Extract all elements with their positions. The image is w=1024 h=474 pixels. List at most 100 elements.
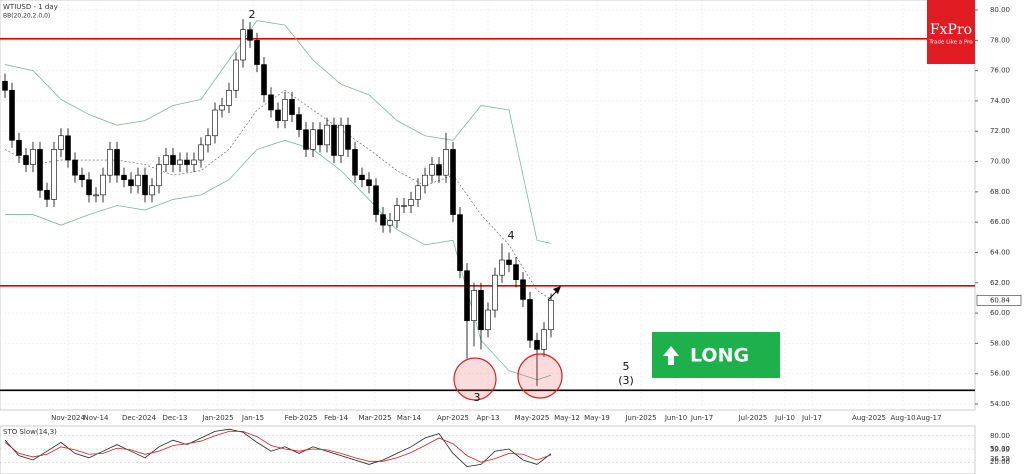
candle-body — [86, 179, 92, 196]
candle-body — [366, 179, 372, 187]
candle-body — [16, 140, 22, 156]
candle-body — [37, 149, 43, 191]
logo-name: FxPro — [930, 22, 972, 38]
x-tick-label: Apr-13 — [476, 414, 499, 422]
x-tick-label: May-12 — [554, 414, 580, 422]
candle-body — [499, 259, 505, 276]
osc-last-label: 36.59 — [990, 455, 1010, 463]
candle-body — [401, 205, 407, 207]
x-tick-label: Feb-14 — [324, 414, 348, 422]
x-tick-label: Dec-13 — [163, 414, 188, 422]
candle-body — [114, 149, 120, 176]
x-tick-label: Apr-2025 — [437, 414, 469, 422]
y-tick-label: 78.00 — [990, 36, 1010, 44]
candle-body — [534, 340, 540, 350]
candle-body — [520, 279, 526, 300]
low-circle — [517, 353, 563, 399]
candle-body — [219, 105, 225, 111]
candle-body — [149, 185, 155, 196]
candle-body — [205, 135, 211, 146]
candle-body — [79, 174, 85, 181]
y-tick-label: 76.00 — [990, 67, 1010, 75]
y-tick-label: 58.00 — [990, 339, 1010, 347]
candle-body — [23, 155, 29, 165]
x-tick-label: Mar-14 — [397, 414, 422, 422]
x-tick-label: Jun-17 — [690, 414, 713, 422]
y-tick-label: 60.00 — [990, 309, 1010, 317]
candle-body — [471, 290, 477, 321]
oscillator-line — [4, 431, 552, 463]
candle-body — [142, 174, 148, 196]
grid: 54.00 56.00 58.00 60.00 62.00 64.00 66.00 68.00… — [0, 0, 1010, 466]
candle-body — [184, 159, 190, 165]
candle-body — [170, 155, 176, 165]
candle-body — [107, 149, 113, 176]
x-tick-label: Jun-10 — [664, 414, 687, 422]
candle-body — [457, 214, 463, 271]
candle-body — [513, 264, 519, 281]
osc-tick-label: 50.00 — [990, 445, 1010, 453]
y-tick-label: 64.00 — [990, 248, 1010, 256]
candle-body — [443, 149, 449, 176]
candle-body — [464, 270, 470, 321]
candle-body — [93, 194, 99, 197]
y-tick-label: 56.00 — [990, 370, 1010, 378]
x-tick-label: May-19 — [584, 414, 610, 422]
signal-text: LONG — [690, 345, 749, 367]
candle-body — [317, 129, 323, 146]
candle-body — [44, 190, 50, 200]
candle-body — [254, 40, 260, 65]
candle-body — [226, 90, 232, 106]
candle-body — [30, 149, 36, 165]
band-upper — [4, 20, 552, 244]
candle-body — [121, 174, 127, 181]
candle-body — [233, 59, 239, 91]
logo — [927, 0, 975, 64]
candle-body — [408, 199, 414, 206]
candle-body — [268, 94, 274, 111]
candle-body — [240, 29, 246, 61]
x-tick-label: Mar-2025 — [358, 414, 391, 422]
indicator-label: BB(20,20,2.0,0) — [3, 13, 50, 20]
candle-body — [128, 179, 134, 187]
candle-body — [261, 64, 267, 96]
candle-body — [275, 109, 281, 121]
y-tick-label: 68.00 — [990, 188, 1010, 196]
x-tick-label: Jul-2025 — [738, 414, 768, 422]
osc-last-label: 39.39 — [990, 446, 1010, 454]
x-tick-label: Jun-2025 — [624, 414, 656, 422]
x-tick-label: Jan-2025 — [201, 414, 233, 422]
candle-body — [415, 185, 421, 200]
candle-body — [2, 80, 8, 91]
candle-body — [387, 220, 393, 226]
x-tick-label: Jul-17 — [801, 414, 822, 422]
y-tick-label: 62.00 — [990, 279, 1010, 287]
candle-body — [429, 164, 435, 176]
x-tick-label: Aug-17 — [916, 414, 941, 422]
candle-body — [58, 135, 64, 150]
candle-body — [303, 129, 309, 150]
x-tick-label: Feb-2025 — [285, 414, 318, 422]
x-tick-label: Nov-14 — [84, 414, 109, 422]
candle-body — [51, 149, 57, 200]
candle-body — [527, 299, 533, 341]
candle-body — [163, 155, 169, 165]
x-tick-label: Aug-10 — [890, 414, 915, 422]
candle-body — [422, 174, 428, 187]
wave-label: (3) — [618, 374, 634, 387]
logo-tagline: Trade Like a Pro — [928, 40, 973, 46]
low-circle — [453, 357, 497, 401]
wave-label: 3 — [474, 391, 481, 404]
candle-body — [100, 174, 106, 196]
osc-tick-label: 20.00 — [990, 458, 1010, 466]
y-tick-label: 66.00 — [990, 218, 1010, 226]
candle-body — [65, 135, 71, 161]
candle-body — [485, 309, 491, 331]
y-tick-label: 72.00 — [990, 127, 1010, 135]
wave-label: 4 — [508, 229, 515, 242]
candle-body — [324, 124, 330, 146]
candle-body — [506, 259, 512, 265]
candle-body — [198, 144, 204, 161]
candle-body — [212, 109, 218, 137]
